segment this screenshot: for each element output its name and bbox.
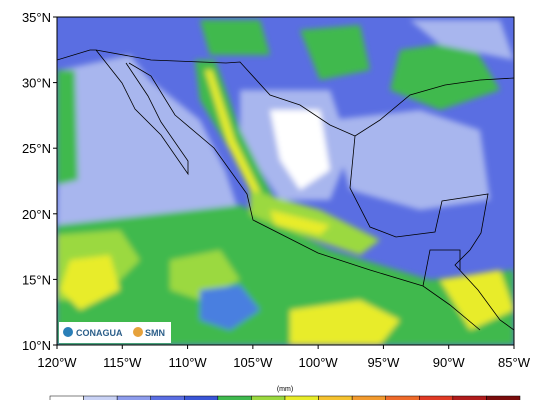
- lat-label: 10°N: [22, 338, 51, 353]
- lon-label: 105°W: [233, 355, 273, 370]
- plot-frame: [56, 16, 515, 346]
- colorbar-swatch: [49, 395, 84, 403]
- colorbar-unit: (mm): [277, 386, 293, 393]
- lat-label: 15°N: [22, 272, 51, 287]
- lon-label: 100°W: [299, 355, 339, 370]
- lat-label: 30°N: [22, 76, 51, 91]
- colorbar-swatch: [184, 395, 219, 403]
- colorbar-swatch: [116, 395, 151, 403]
- lon-label: 115°W: [103, 355, 142, 370]
- colorbar-swatch: [351, 395, 386, 403]
- lon-label: 110°W: [168, 355, 207, 370]
- logo-icon: [63, 327, 73, 337]
- colorbar-swatch: [486, 395, 521, 403]
- colorbar-swatch: [284, 395, 319, 403]
- colorbar-swatch: [150, 395, 185, 403]
- lon-label: 85°W: [498, 355, 531, 370]
- coastlines: [57, 49, 514, 331]
- colorbar: [49, 395, 521, 403]
- lon-label: 90°W: [433, 355, 466, 370]
- logo-text: SMN: [145, 328, 165, 338]
- lon-label: 120°W: [37, 355, 77, 370]
- colorbar-swatch: [452, 395, 487, 403]
- logo-text: CONAGUA: [76, 328, 123, 338]
- colorbar-swatch: [83, 395, 118, 403]
- colorbar-swatch: [419, 395, 454, 403]
- colorbar-swatch: [385, 395, 420, 403]
- logo-icon: [133, 327, 143, 337]
- axis-ticks: 35°N 30°N 25°N 20°N 15°N 10°N 120°W 115°W 110°W 1…: [22, 10, 531, 370]
- colorbar-swatch: [251, 395, 286, 403]
- lat-label: 25°N: [22, 141, 51, 156]
- logo-box: [59, 322, 171, 343]
- lat-label: 35°N: [22, 10, 51, 25]
- logos: CONAGUA SMN: [59, 322, 171, 343]
- colorbar-swatch: [217, 395, 252, 403]
- colorbar-swatch: [318, 395, 353, 403]
- precipitation-field: [57, 17, 514, 345]
- lon-label: 95°W: [367, 355, 400, 370]
- lat-label: 20°N: [22, 207, 51, 222]
